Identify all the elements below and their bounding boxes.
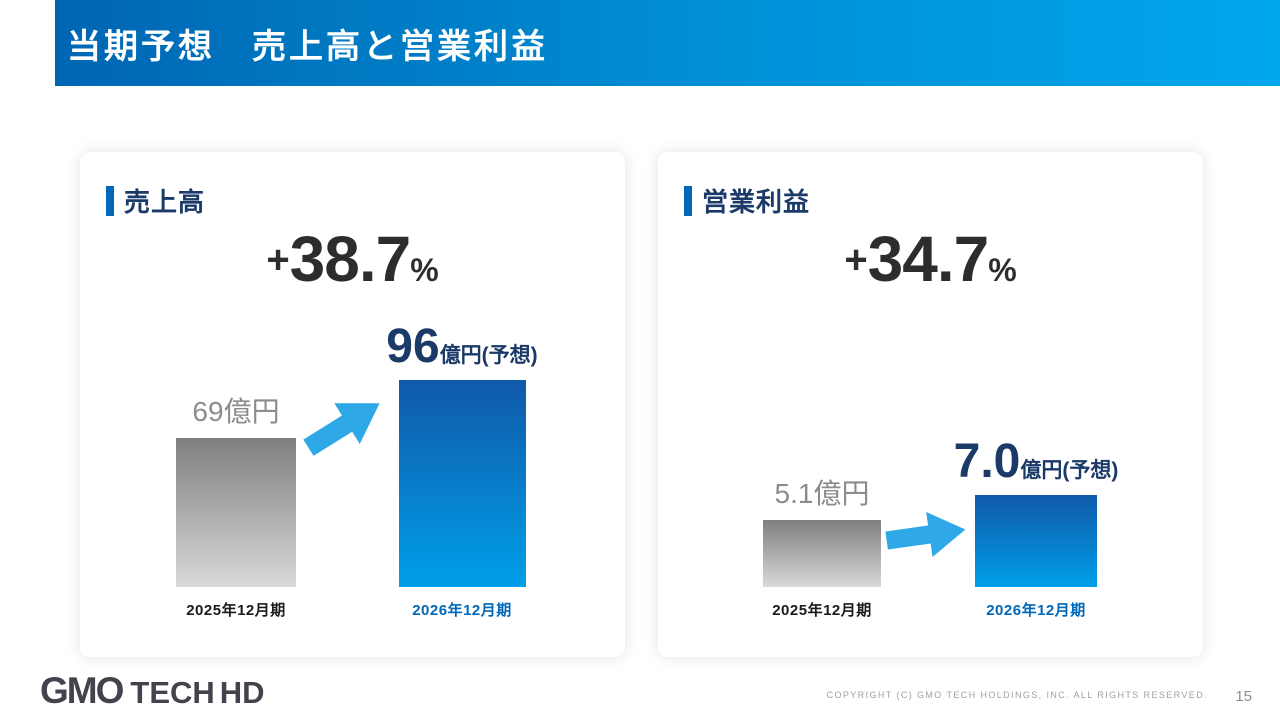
gmo-tech-hd-logo: GMO TECH HD (40, 670, 265, 712)
growth-arrow-icon (883, 505, 969, 566)
growth-arrow-icon (294, 381, 393, 470)
logo-hd-text: HD (219, 675, 265, 710)
page-number: 15 (1235, 688, 1252, 705)
prev-period-label: 2025年12月期 (186, 602, 286, 619)
forecast-bar-group: 96億円(予想) 2026年12月期 (380, 319, 544, 620)
growth-plus-sign: + (266, 238, 290, 282)
logo-gmo-text: GMO (40, 670, 124, 711)
forecast-unit: 億円(予想) (439, 344, 538, 367)
title-accent-bar (684, 185, 692, 216)
title-accent-bar (106, 185, 114, 216)
revenue-card-header: 売上高 (106, 182, 205, 219)
operating-profit-card-title: 営業利益 (702, 187, 811, 217)
copyright-text: COPYRIGHT (C) GMO TECH HOLDINGS, INC. AL… (826, 690, 1208, 700)
forecast-value-label: 7.0億円(予想) (954, 434, 1119, 489)
revenue-bar-chart: 69億円 2025年12月期 96億円(予想) 2026年12月期 (80, 290, 625, 620)
prev-value-label: 5.1億円 (774, 478, 870, 509)
growth-percent-sign: % (988, 252, 1017, 288)
forecast-value-label: 96億円(予想) (386, 319, 537, 374)
revenue-card: 売上高 +38.7% 69億円 2025年12月期 96億円(予想) 2026年… (80, 152, 625, 657)
forecast-period-label: 2026年12月期 (412, 602, 512, 619)
slide-title: 当期予想 売上高と営業利益 (67, 27, 548, 66)
logo-tech-text: TECH (130, 675, 215, 710)
prev-value-label: 69億円 (192, 396, 280, 427)
forecast-bar (398, 380, 526, 587)
operating-profit-card: 営業利益 +34.7% 5.1億円 2025年12月期 7.0億円(予想) 20… (658, 152, 1203, 657)
growth-plus-sign: + (844, 238, 868, 282)
revenue-card-title: 売上高 (124, 187, 206, 217)
prev-bar (176, 438, 296, 587)
forecast-number: 96 (386, 320, 440, 373)
header-bar: 当期予想 売上高と営業利益 (55, 0, 1280, 86)
forecast-bar-group: 7.0億円(予想) 2026年12月期 (954, 434, 1119, 620)
forecast-unit: 億円(予想) (1020, 459, 1119, 482)
growth-percent-sign: % (410, 252, 439, 288)
prev-bar (763, 520, 881, 587)
prev-bar-group: 5.1億円 2025年12月期 (744, 472, 900, 620)
prev-period-label: 2025年12月期 (772, 602, 872, 619)
growth-number: 38.7 (289, 223, 412, 295)
operating-profit-card-header: 営業利益 (684, 182, 810, 219)
operating-profit-growth-rate: +34.7% (658, 222, 1203, 296)
forecast-bar (975, 495, 1097, 587)
forecast-period-label: 2026年12月期 (986, 602, 1086, 619)
growth-number: 34.7 (867, 223, 990, 295)
forecast-number: 7.0 (953, 435, 1021, 488)
prev-bar-group: 69億円 2025年12月期 (158, 390, 314, 620)
operating-profit-bar-chart: 5.1億円 2025年12月期 7.0億円(予想) 2026年12月期 (658, 290, 1203, 620)
revenue-growth-rate: +38.7% (80, 222, 625, 296)
